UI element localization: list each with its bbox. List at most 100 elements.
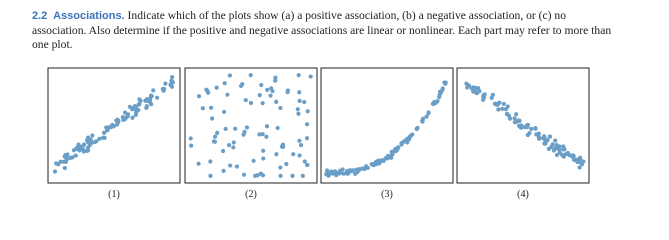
- dot: [437, 92, 442, 98]
- dot: [241, 132, 246, 137]
- plot-label: (3): [381, 189, 393, 200]
- dot: [434, 100, 439, 105]
- dot: [274, 99, 279, 104]
- dot: [62, 165, 67, 171]
- dot: [222, 81, 227, 86]
- dot: [102, 135, 107, 140]
- dot: [73, 153, 78, 158]
- exercise-text: 2.2 Associations. Indicate which of the …: [32, 9, 617, 53]
- dot: [305, 109, 310, 114]
- dot: [302, 159, 307, 164]
- dot: [297, 153, 302, 158]
- dot: [101, 130, 107, 136]
- dot: [360, 166, 365, 171]
- dot: [215, 130, 220, 136]
- dot: [58, 159, 63, 164]
- dot: [496, 107, 501, 112]
- dot: [223, 126, 228, 131]
- dot: [257, 132, 262, 137]
- dot: [170, 74, 175, 80]
- dot: [563, 151, 569, 157]
- dot: [561, 144, 566, 149]
- dot: [86, 135, 91, 140]
- dot: [581, 159, 586, 164]
- dot: [133, 112, 138, 118]
- dot: [426, 110, 431, 115]
- dot: [273, 75, 278, 80]
- dot: [143, 98, 148, 103]
- dot: [221, 148, 226, 154]
- dot: [341, 171, 346, 176]
- dot: [149, 94, 154, 99]
- dot: [248, 73, 253, 78]
- dot: [295, 107, 300, 112]
- dot: [231, 140, 236, 145]
- dot: [442, 80, 447, 85]
- dot: [500, 106, 505, 111]
- dot: [278, 173, 283, 178]
- dot: [389, 155, 394, 160]
- dot: [512, 116, 517, 121]
- dot: [529, 126, 534, 132]
- dot: [196, 94, 202, 99]
- dot: [127, 104, 132, 109]
- dot: [300, 173, 305, 178]
- dot: [105, 128, 110, 133]
- dot: [297, 138, 302, 143]
- dot: [370, 162, 375, 167]
- dot: [260, 101, 265, 106]
- dot: [214, 85, 219, 90]
- dot: [291, 152, 296, 157]
- dot: [481, 95, 486, 100]
- dot: [151, 88, 156, 93]
- dot: [363, 164, 369, 169]
- dot: [84, 148, 89, 154]
- dot: [144, 105, 149, 110]
- plot-label: (2): [245, 189, 257, 200]
- dot: [125, 112, 131, 117]
- dot: [163, 81, 168, 86]
- dot: [298, 143, 304, 148]
- dot: [122, 116, 128, 121]
- dot: [206, 90, 211, 95]
- dot: [514, 112, 519, 117]
- dot: [228, 163, 233, 168]
- dot: [550, 142, 555, 147]
- dot: [489, 95, 494, 100]
- plot-frame: [456, 67, 590, 184]
- dot: [373, 160, 379, 165]
- dot: [440, 86, 445, 91]
- plot-label: (4): [517, 189, 529, 200]
- dot: [264, 134, 269, 139]
- dot: [424, 114, 429, 119]
- dot: [130, 115, 135, 120]
- dot: [196, 161, 201, 166]
- dot: [240, 82, 245, 87]
- exercise-title: Associations.: [53, 10, 125, 22]
- dot: [136, 102, 141, 107]
- dot: [270, 88, 275, 94]
- plot-frame: [184, 67, 318, 184]
- dot: [212, 139, 217, 144]
- dot: [414, 126, 419, 131]
- dot: [396, 145, 401, 150]
- dot: [226, 143, 232, 148]
- dot: [302, 99, 307, 105]
- dot: [275, 125, 280, 131]
- dot: [160, 86, 165, 92]
- dot: [308, 74, 313, 79]
- dot: [90, 133, 95, 138]
- dot: [244, 125, 250, 130]
- dot: [492, 101, 498, 106]
- dot: [259, 82, 264, 88]
- exercise-number: 2.2: [32, 10, 48, 22]
- dot: [135, 108, 140, 113]
- dot: [284, 161, 289, 167]
- dot: [87, 143, 92, 148]
- dot: [474, 91, 479, 96]
- dot: [188, 136, 193, 141]
- dot: [208, 105, 214, 110]
- dot: [405, 137, 410, 142]
- dot: [208, 173, 213, 178]
- dot: [210, 116, 215, 121]
